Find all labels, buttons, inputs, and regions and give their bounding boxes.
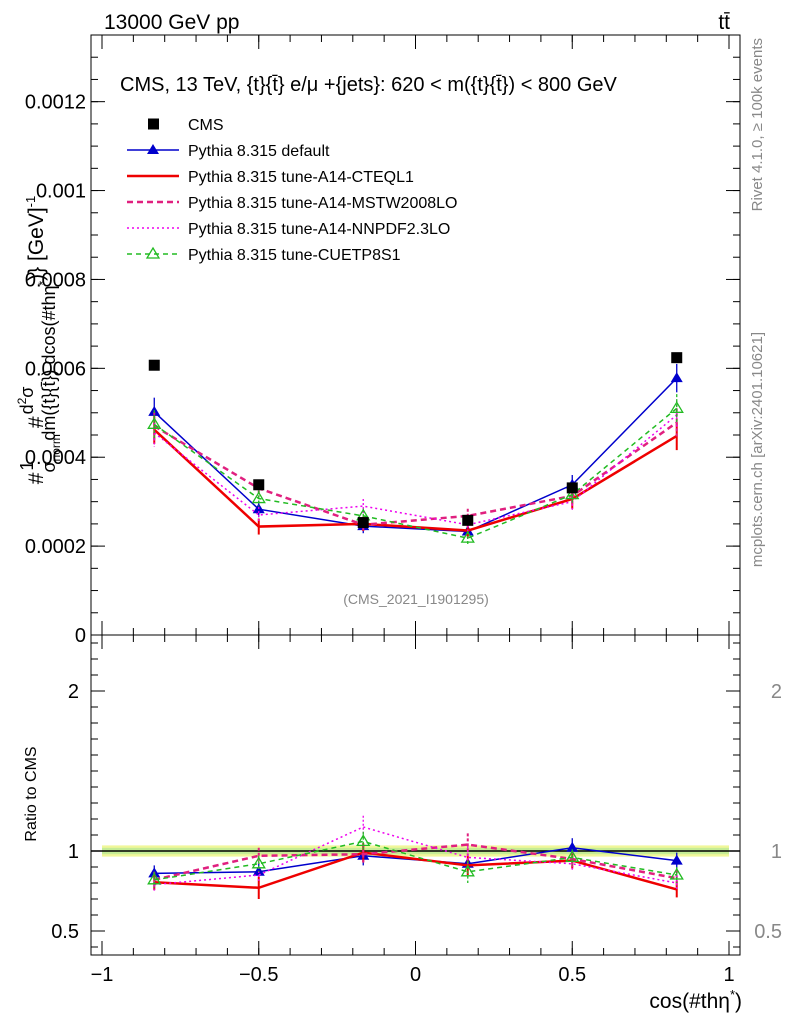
legend-marker-cms [148,118,159,130]
ratio-series-marker [460,864,475,877]
ylabel-dm: dm({t}{t̄}) dcos(#thη [39,286,59,441]
ratio-series-marker [356,834,371,847]
legend-entry-label: Pythia 8.315 tune-A14-MSTW2008LO [188,195,457,212]
ratio-series-marker [147,872,162,885]
x-axis-label: cos(#thη*) [649,987,742,1013]
ylabel-d: d [17,404,37,414]
main-y-axis-label: #1 σnorm#d2σ dm({t}{t̄}) dcos(#thη*)} [GeV… [15,196,63,485]
ylabel-sigma: σ [17,387,37,398]
main-data-series [147,352,684,546]
main-y-tick-label: 0.0004 [25,447,86,469]
ratio-panel-frame [90,634,741,956]
cms-data-point [462,514,474,526]
main-series-line [153,414,678,526]
main-series-line [153,428,678,532]
ylabel-den-sub: norm [49,434,63,461]
ratio-y-tick-label-right: 1 [771,841,782,863]
analysis-watermark: (CMS_2021_I1901295) [343,591,489,607]
legend-entry-label: CMS [188,117,224,134]
x-tick-label: 1 [723,964,734,986]
ylabel-prefix: # [25,472,48,484]
ratio-y-tick-label: 0.5 [51,921,79,943]
ratio-y-tick-labels: 0.5 0.5 1 1 2 2 [51,681,782,943]
ratio-y-axis-label: Ratio to CMS [23,746,40,841]
legend-marker [147,144,159,154]
main-y-tick-label: 0.0012 [25,92,86,114]
legend: CMS Pythia 8.315 default Pythia 8.315 tune… [127,117,457,264]
cms-data-point [566,482,578,494]
ratio-series-line [154,826,677,886]
cms-data-point [671,352,683,364]
ratio-series-line [153,843,677,882]
rivet-version-label: Rivet 4.1.0, ≥ 100k events [749,38,766,211]
x-tick-label: 0 [410,964,421,986]
main-series-marker [565,487,580,500]
main-y-tick-label: 0.0008 [25,269,86,291]
main-y-tick-label: 0 [75,625,86,647]
x-tick-labels: −1 −0.5 0 0.5 1 [91,964,735,986]
main-series-line [153,377,678,533]
ratio-y-tick-label-right: 2 [771,681,782,703]
main-series-marker [251,491,266,504]
x-tick-label: −1 [91,964,114,986]
xlabel-base: cos(#thη [649,990,730,1013]
ratio-series-marker [670,854,683,865]
ylabel-frac-den: σ [39,461,59,472]
chart-title: CMS, 13 TeV, {t}{t̄} e/μ +{jets}: 620 < … [120,74,618,96]
main-series-marker [670,372,683,383]
ratio-data-series [147,815,684,899]
energy-label: 13000 GeV pp [104,11,239,34]
ratio-series-marker [251,856,266,869]
legend-entry-label: Pythia 8.315 tune-A14-NNPDF2.3LO [188,221,450,238]
main-series-marker [460,530,475,543]
legend-entry-label: Pythia 8.315 default [188,143,330,160]
ratio-series-marker [566,841,579,852]
cms-data-point [148,359,160,371]
mcplots-label: mcplots.cern.ch [arXiv:2401.10621] [749,332,766,567]
legend-entry-label: Pythia 8.315 tune-A14-CTEQL1 [188,169,414,186]
ratio-uncertainty-band [91,845,740,857]
legend-marker [145,246,161,259]
ratio-y-tick-label: 2 [68,681,79,703]
ratio-series-marker [565,850,580,863]
legend-entry-label: Pythia 8.315 tune-CUETP8S1 [188,247,401,264]
ylabel-frac-num: 1 [17,461,37,471]
main-axis-ticks [91,34,740,636]
ylabel-unit: )} [GeV] [25,207,48,281]
main-y-tick-label: 0.0002 [25,536,86,558]
ratio-y-tick-label-right: 0.5 [754,921,782,943]
main-y-tick-label: 0.0006 [25,358,86,380]
ratio-series-line [154,851,678,891]
ylabel-star: * [36,281,50,286]
main-series-marker [669,401,684,413]
ratio-series-marker [669,867,684,880]
ratio-axis-ticks [91,635,740,955]
x-tick-label: 0.5 [558,964,586,986]
cms-data-point [253,479,265,491]
ylabel-unit-exp: -1 [23,196,38,208]
xlabel-close: ) [735,990,742,1013]
ratio-y-tick-label: 1 [68,841,79,863]
ylabel-sup2: 2 [15,397,29,404]
x-tick-label: −0.5 [239,964,278,986]
main-y-tick-label: 0.001 [36,181,86,203]
ratio-series-line [154,840,677,881]
xlabel-star: * [730,987,735,1002]
main-series-marker [147,417,162,429]
main-series-line [153,421,678,527]
main-y-tick-labels: 0 0.0002 0.0004 0.0006 0.0008 0.001 0.0012 [25,92,86,647]
cms-data-point [357,517,369,529]
process-label: tt̄ [718,11,730,34]
ylabel-mid: # [25,416,48,428]
